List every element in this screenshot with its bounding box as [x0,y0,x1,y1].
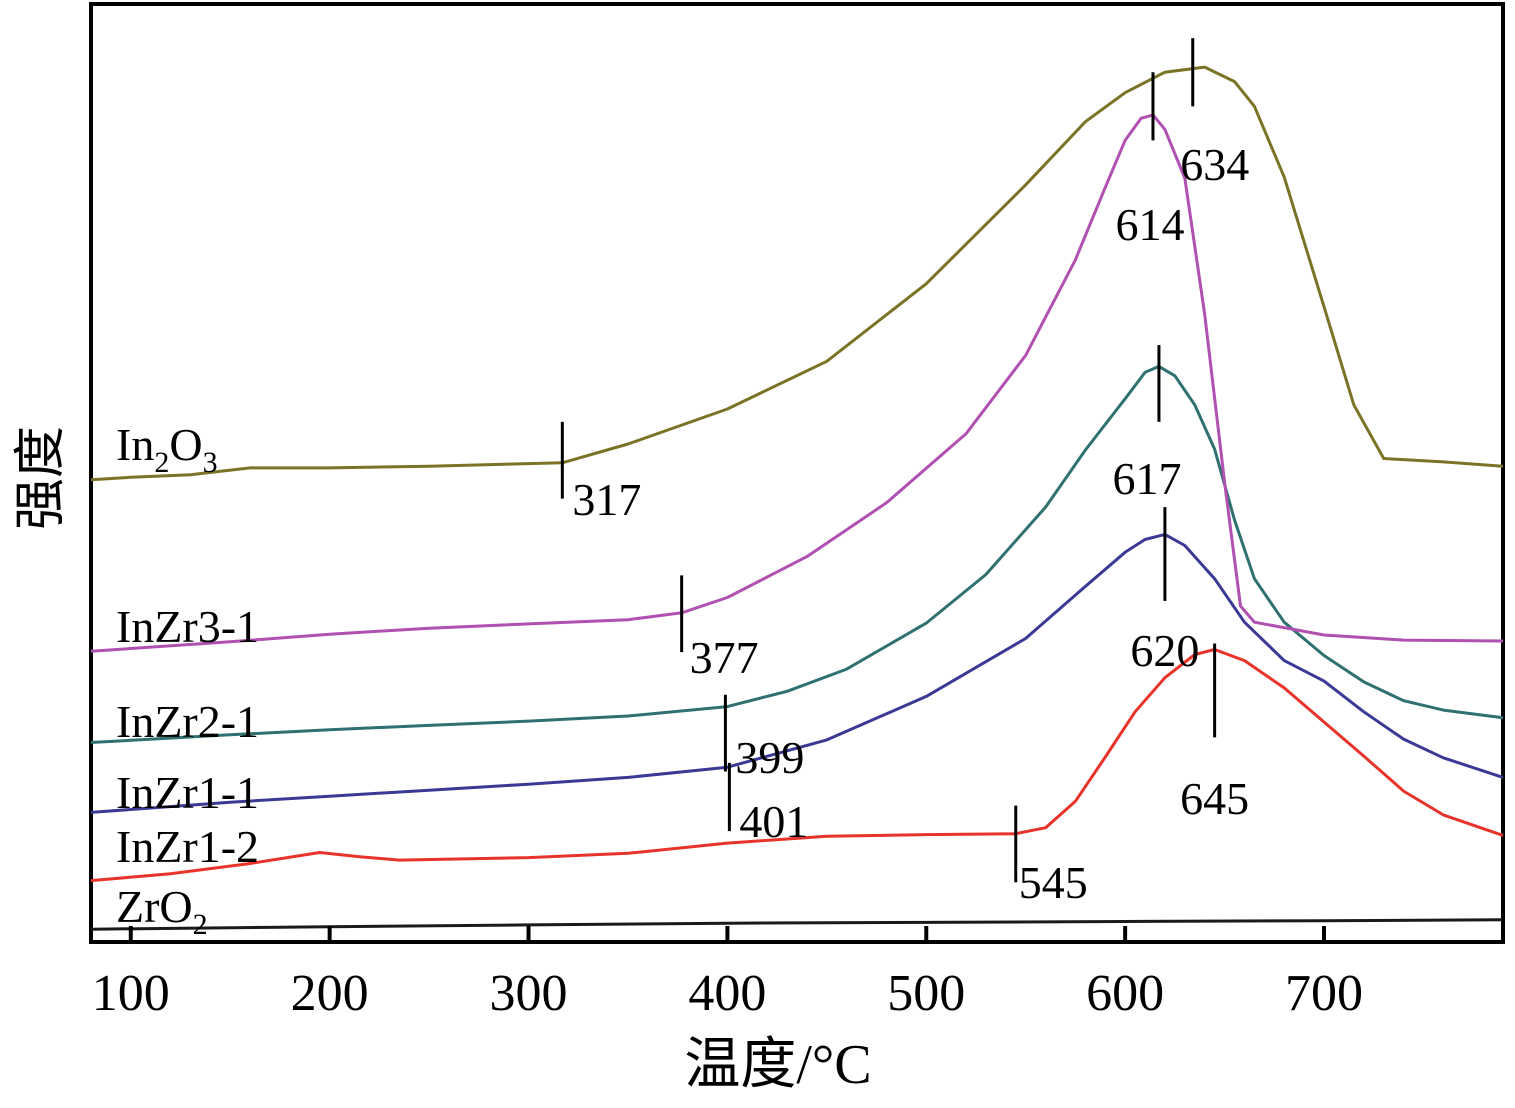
series-line-InZr2-1 [90,364,1504,744]
peak-label-634: 634 [1180,139,1249,190]
x-axis-label: 温度/°C [684,1034,871,1096]
x-tick-label: 700 [1285,965,1363,1022]
x-tick-label: 200 [291,965,369,1022]
x-tick-label: 600 [1086,965,1164,1022]
y-axis-label: 强度 [13,426,70,530]
series-line-InZr1-2 [90,648,1504,883]
curves [90,65,1504,931]
x-tick-label: 500 [887,965,965,1022]
peak-label-399: 399 [735,732,804,783]
series-line-InZr1-1 [90,532,1504,814]
series-line-ZrO2 [90,918,1504,931]
peak-label-545: 545 [1019,857,1088,908]
series-label-InZr2-1: InZr2-1 [116,696,259,747]
peak-markers: 545 645 401 620 399 617 377 614 317 634 [560,38,1249,908]
peak-label-645: 645 [1180,773,1249,824]
peak-label-614: 614 [1115,199,1184,250]
peak-label-617: 617 [1112,453,1181,504]
peak-label-620: 620 [1130,625,1199,676]
series-label-InZr1-2: InZr1-2 [116,821,259,872]
series-line-In2O3 [90,65,1504,482]
plot-frame [89,2,1505,944]
series-line-InZr3-1 [90,113,1504,653]
peak-label-317: 317 [572,474,641,525]
x-tick-label: 300 [490,965,568,1022]
x-tick-label: 100 [92,965,170,1022]
series-label-InZr3-1: InZr3-1 [116,601,259,652]
peak-label-401: 401 [739,796,808,847]
series-label-In2O3: In2O3 [116,419,218,479]
peak-label-377: 377 [690,632,759,683]
x-tick-label: 400 [688,965,766,1022]
x-axis: 100 200 300 400 500 600 700 [92,926,1363,1022]
series-label-InZr1-1: InZr1-1 [116,767,259,818]
series-label-ZrO2: ZrO2 [116,881,208,941]
